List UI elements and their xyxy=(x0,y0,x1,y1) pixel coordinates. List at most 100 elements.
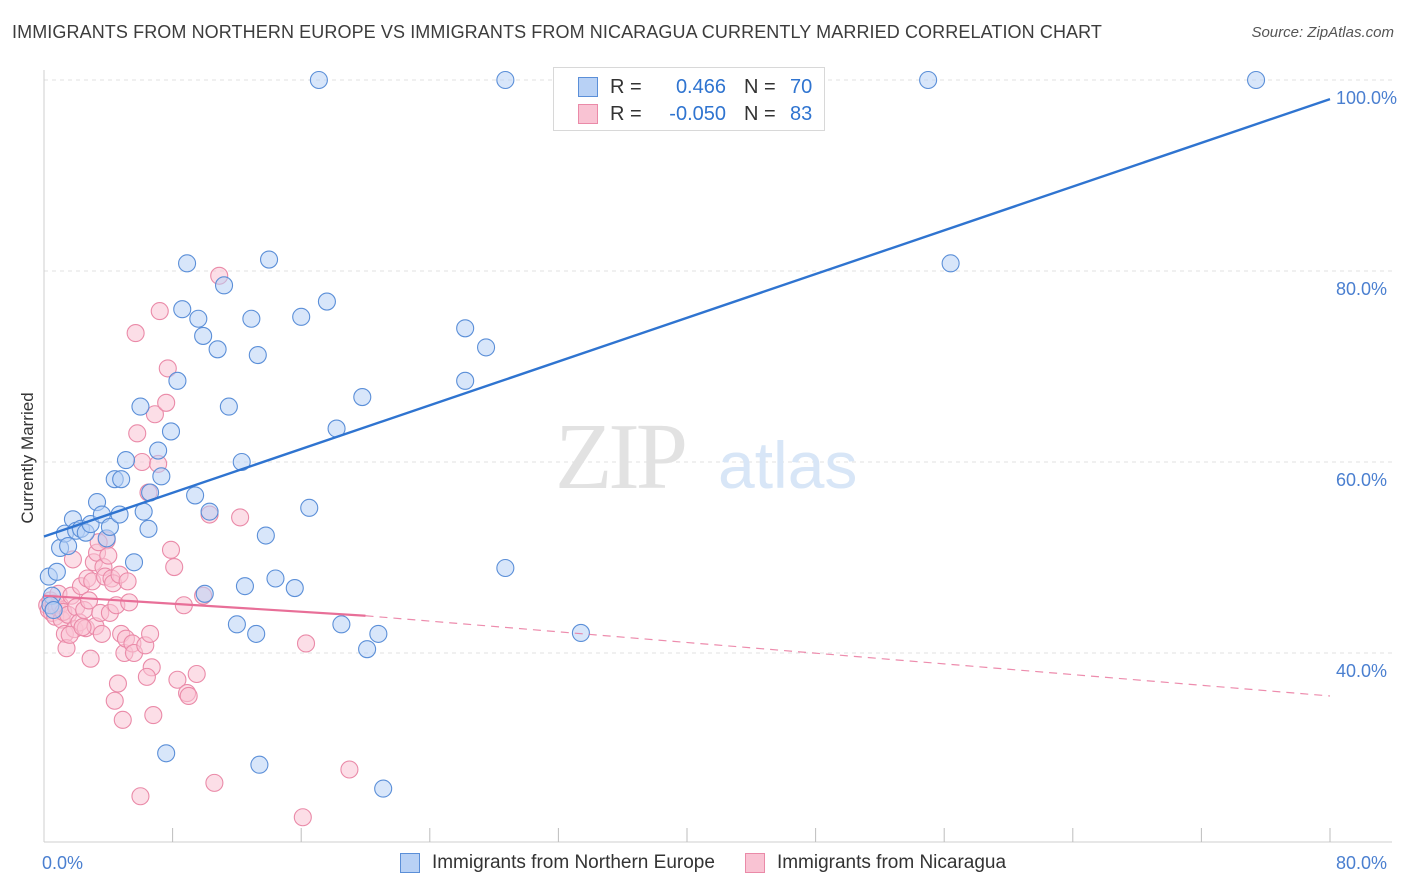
nicaragua-point xyxy=(231,508,250,527)
northern-europe-point xyxy=(259,250,279,269)
nicaragua-point xyxy=(296,634,316,653)
nicaragua-point xyxy=(205,773,224,792)
watermark-zip: ZIP xyxy=(555,405,685,509)
northern-europe-point xyxy=(186,486,205,505)
legend-swatch-pink xyxy=(744,853,765,873)
northern-europe-point xyxy=(235,577,254,596)
northern-europe-point xyxy=(161,422,181,441)
y-tick-label: 80.0% xyxy=(1336,279,1388,299)
watermark-atlas: atlas xyxy=(718,428,857,502)
nicaragua-point xyxy=(168,670,187,689)
nicaragua-point xyxy=(150,302,169,321)
northern-europe-point xyxy=(309,70,328,90)
y-tick-label: 60.0% xyxy=(1336,470,1388,490)
nicaragua-point xyxy=(145,405,164,424)
legend-item-nicaragua[interactable]: Immigrants from Nicaragua xyxy=(744,852,1006,874)
grid-lines xyxy=(44,79,1392,654)
nicaragua-point xyxy=(141,624,160,643)
nicaragua-point xyxy=(126,324,145,343)
nicaragua-point xyxy=(157,393,176,412)
trend-line-northern-europe xyxy=(43,97,1331,538)
axes xyxy=(43,70,1392,843)
northern-europe-point xyxy=(571,623,590,642)
legend-n-label: N = xyxy=(744,75,776,98)
northern-europe-point xyxy=(227,615,246,634)
northern-europe-point xyxy=(358,640,377,659)
correlation-legend: R = 0.466 N = 70 R = -0.050 N = 83 xyxy=(553,67,825,131)
nicaragua-point xyxy=(108,674,127,693)
northern-europe-point xyxy=(285,579,304,598)
northern-europe-point xyxy=(200,502,219,521)
northern-europe-point xyxy=(152,467,171,486)
northern-europe-point xyxy=(369,624,388,643)
northern-europe-point xyxy=(139,519,158,538)
source-label: Source: ZipAtlas.com xyxy=(1251,24,1394,41)
trend-line-nicaragua xyxy=(43,594,366,617)
northern-europe-point xyxy=(219,397,238,416)
northern-europe-point xyxy=(149,441,168,460)
nicaragua-point xyxy=(113,710,132,729)
nicaragua-point xyxy=(179,686,198,706)
nicaragua-point xyxy=(79,591,99,610)
legend-item-northern-europe[interactable]: Immigrants from Northern Europe xyxy=(399,852,715,874)
trend-lines xyxy=(43,97,1331,697)
x-tick-label: 0.0% xyxy=(42,853,84,873)
northern-europe-point xyxy=(173,300,192,319)
legend-swatch-blue xyxy=(578,77,598,97)
nicaragua-point xyxy=(187,664,206,684)
northern-europe-point xyxy=(317,292,336,311)
northern-europe-point xyxy=(248,345,267,365)
x-tick-label: 80.0% xyxy=(1336,853,1388,873)
legend-r-value: 0.466 xyxy=(675,75,726,98)
nicaragua-point xyxy=(73,618,92,637)
trend-line-nicaragua-extrapolated xyxy=(365,615,1331,697)
legend-swatch-pink xyxy=(578,104,598,124)
nicaragua-point xyxy=(137,667,156,686)
nicaragua-point xyxy=(161,540,181,559)
northern-europe-point xyxy=(189,309,208,328)
legend-n-value: 83 xyxy=(790,102,813,125)
y-tick-label: 100.0% xyxy=(1336,88,1398,108)
series-legend: Immigrants from Northern Europe Immigran… xyxy=(0,852,1406,874)
northern-europe-point xyxy=(256,526,275,545)
northern-europe-point xyxy=(247,624,266,643)
northern-europe-point xyxy=(300,498,319,517)
northern-europe-point xyxy=(208,340,227,359)
northern-europe-point xyxy=(456,371,475,390)
nicaragua-point xyxy=(133,452,152,472)
northern-europe-point xyxy=(157,744,176,763)
northern-europe-point xyxy=(919,70,938,90)
northern-europe-point xyxy=(496,70,515,90)
legend-r-label: R = xyxy=(610,75,642,98)
nicaragua-point xyxy=(340,760,359,779)
legend-row-northern-europe: R = 0.466 N = 70 xyxy=(554,74,830,100)
northern-europe-point xyxy=(242,309,261,328)
northern-europe-point xyxy=(250,755,269,774)
northern-europe-point xyxy=(456,319,475,338)
northern-europe-point xyxy=(112,470,131,489)
legend-r-value: -0.050 xyxy=(669,102,726,125)
northern-europe-point xyxy=(178,254,197,273)
watermark: ZIP atlas xyxy=(555,405,857,509)
northern-europe-point xyxy=(116,451,136,470)
nicaragua-point xyxy=(128,424,147,443)
northern-europe-point xyxy=(59,536,78,556)
northern-europe-point xyxy=(168,371,187,390)
nicaragua-point xyxy=(293,808,312,827)
nicaragua-point xyxy=(158,359,177,378)
northern-europe-point xyxy=(1247,70,1266,90)
northern-europe-point xyxy=(292,307,311,326)
northern-europe-point xyxy=(214,276,234,295)
northern-europe-point xyxy=(44,600,63,620)
northern-europe-point xyxy=(266,569,285,588)
legend-n-label: N = xyxy=(744,102,776,125)
nicaragua-point xyxy=(165,557,184,577)
nicaragua-point xyxy=(118,572,137,591)
nicaragua-point xyxy=(144,706,163,725)
legend-r-label: R = xyxy=(610,102,642,125)
northern-europe-point xyxy=(332,615,351,634)
northern-europe-point xyxy=(374,779,393,798)
northern-europe-point xyxy=(195,584,214,603)
nicaragua-point xyxy=(81,649,100,668)
